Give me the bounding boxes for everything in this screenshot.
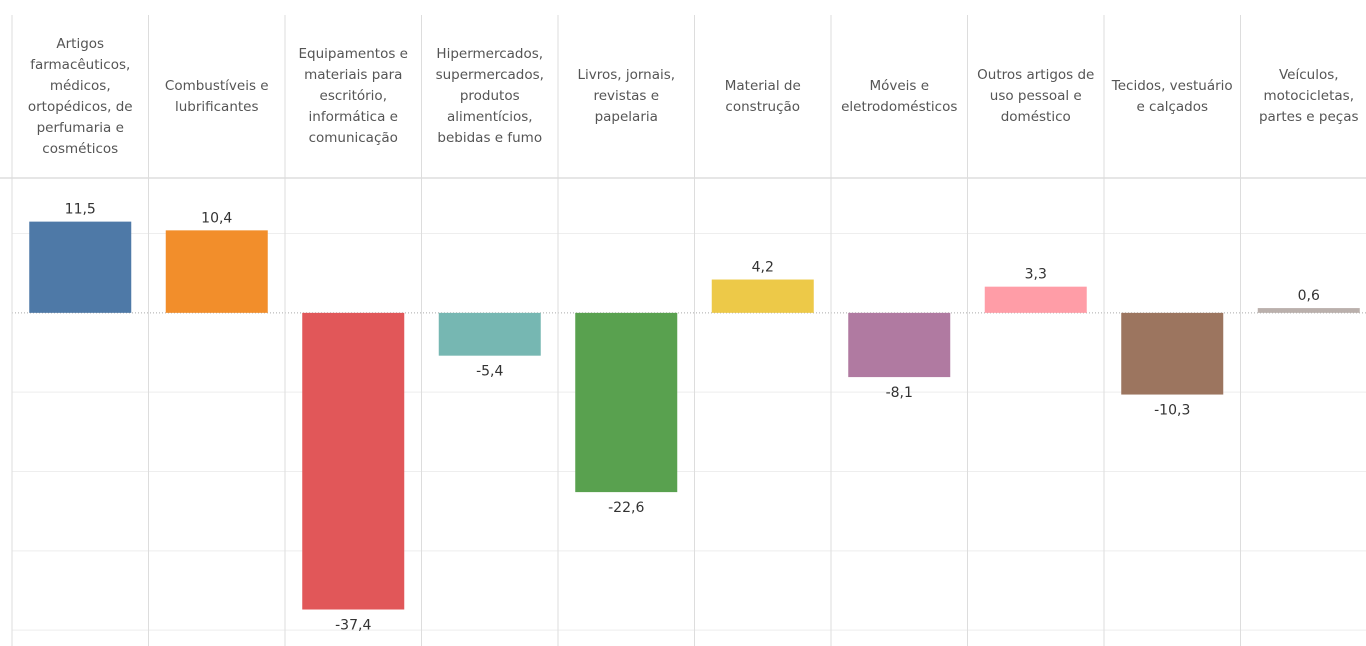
data-label: -5,4 (476, 364, 503, 380)
data-label: 0,6 (1298, 288, 1320, 304)
category-header: Hipermercados, supermercados, produtos a… (435, 46, 544, 146)
category-header: Veículos, motocicletas, partes e peças (1258, 67, 1359, 125)
data-label: 3,3 (1025, 267, 1047, 283)
data-label: 11,5 (65, 202, 96, 218)
data-label: 10,4 (201, 210, 232, 226)
data-label: -37,4 (335, 618, 371, 634)
bar (302, 312, 405, 610)
category-header: Livros, jornais, revistas e papelaria (577, 67, 676, 125)
category-header: Móveis e eletrodomésticos (841, 77, 958, 115)
bar (165, 230, 268, 313)
category-header: Artigos farmacêuticos, médicos, ortopédi… (27, 35, 133, 157)
bar (438, 312, 541, 356)
data-label: -8,1 (886, 385, 913, 401)
data-label: 4,2 (752, 260, 774, 276)
bar (1121, 312, 1224, 395)
category-header: Outros artigos de uso pessoal e doméstic… (977, 67, 1095, 125)
bar (29, 221, 132, 313)
category-header: Material de construção (724, 77, 801, 115)
category-header: Combustíveis e lubrificantes (164, 77, 269, 115)
bar (984, 286, 1087, 313)
category-header: Equipamentos e materiais para escritório… (298, 46, 408, 146)
data-label: -10,3 (1154, 403, 1190, 419)
bar (575, 312, 678, 493)
data-label: -22,6 (608, 500, 644, 516)
bar (848, 312, 951, 378)
bar (711, 279, 814, 313)
category-header: Tecidos, vestuário e calçados (1111, 77, 1233, 115)
bar (1257, 308, 1360, 313)
